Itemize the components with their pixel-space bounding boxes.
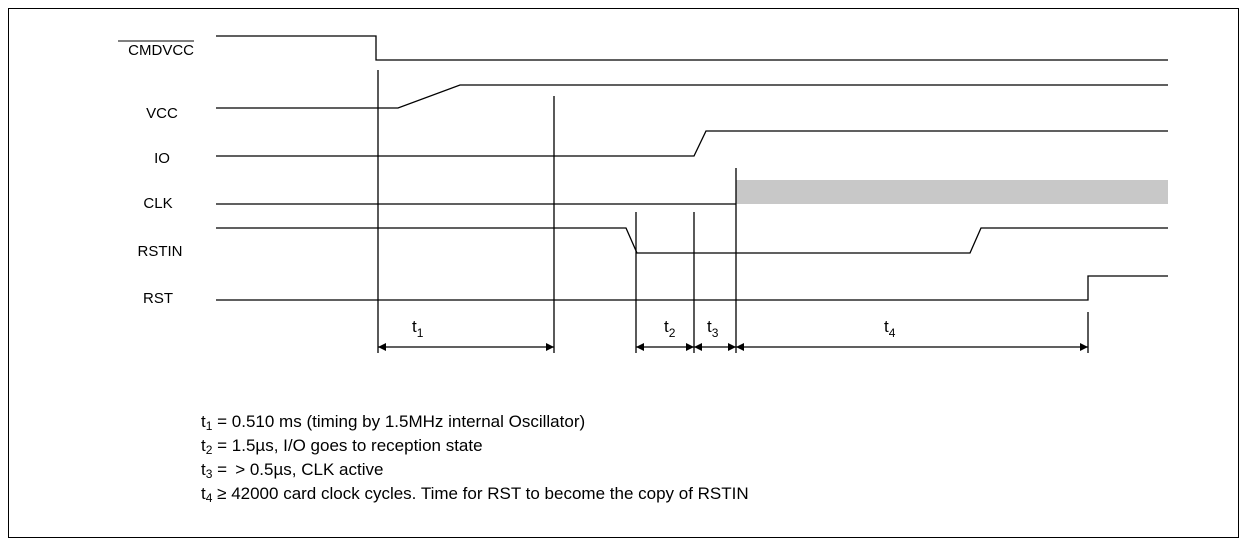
note-t3: t3 = > 0.5µs, CLK active — [201, 460, 384, 481]
interval-label-t4: t4 — [884, 317, 896, 340]
waveform-io — [216, 130, 1168, 157]
signal-label-io: IO — [154, 150, 170, 167]
waveforms — [216, 35, 1168, 301]
note-t4: t4 ≥ 42000 card clock cycles. Time for R… — [201, 484, 749, 505]
note-t2: t2 = 1.5µs, I/O goes to reception state — [201, 436, 483, 457]
note-t1: t1 = 0.510 ms (timing by 1.5MHz internal… — [201, 412, 586, 433]
signal-labels: CMDVCC VCC IO CLK RSTIN RST — [118, 40, 194, 307]
interval-label-t3: t3 — [707, 317, 719, 340]
waveform-cmdvcc — [216, 35, 1168, 61]
waveform-rst — [216, 275, 1168, 301]
interval-label-t1: t1 — [412, 317, 424, 340]
clock-active-region — [736, 180, 1168, 204]
signal-label-clk: CLK — [143, 195, 172, 212]
waveform-rstin — [216, 227, 1168, 254]
waveform-vcc — [216, 84, 1168, 109]
timing-notes: t1 = 0.510 ms (timing by 1.5MHz internal… — [201, 410, 749, 506]
interval-labels: t1 t2 t3 t4 — [412, 317, 896, 340]
signal-label-rst: RST — [143, 290, 173, 307]
signal-label-vcc: VCC — [146, 105, 178, 122]
timing-markers — [377, 70, 1089, 353]
signal-label-cmdvcc: CMDVCC — [128, 42, 194, 59]
signal-label-rstin: RSTIN — [138, 243, 183, 260]
interval-label-t2: t2 — [664, 317, 676, 340]
